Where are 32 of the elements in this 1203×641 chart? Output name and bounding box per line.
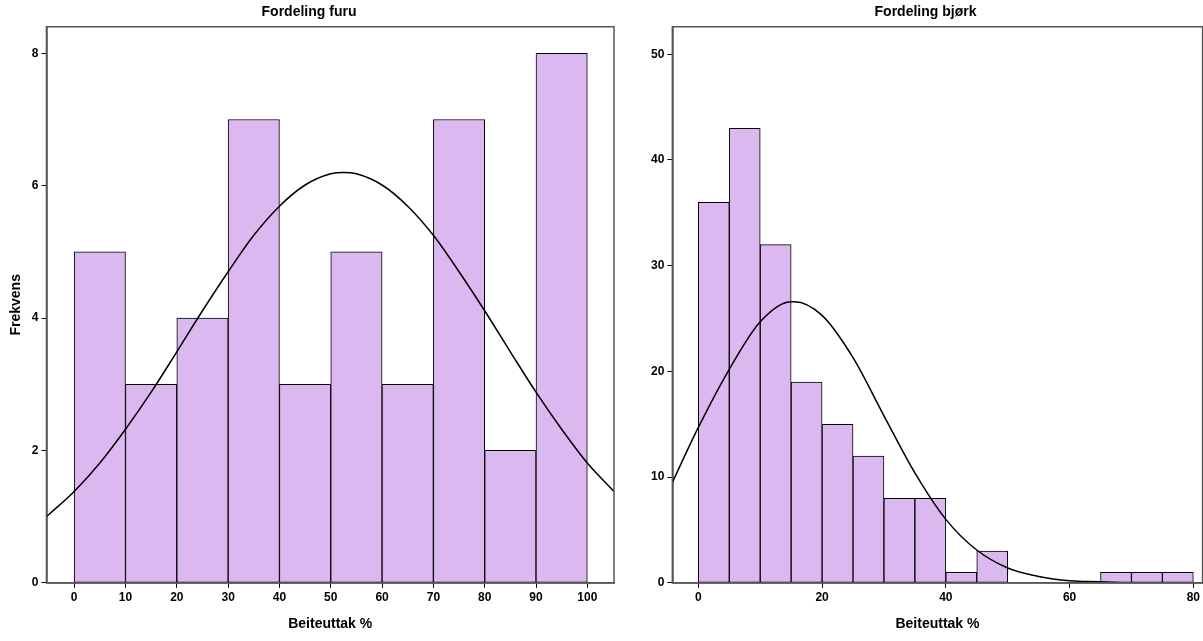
y-tick-label: 2 [31, 442, 39, 457]
x-tick-label: 20 [815, 590, 830, 605]
y-tick-label: 0 [657, 575, 665, 590]
x-tick-label: 60 [375, 590, 390, 605]
x-tick-label: 40 [939, 590, 953, 605]
x-tick-label: 20 [170, 590, 184, 605]
chart-title: Fordeling bjørk [874, 3, 977, 20]
x-tick-label: 50 [324, 590, 338, 605]
y-tick-label: 8 [31, 45, 39, 60]
x-tick-label: 70 [426, 590, 441, 605]
y-axis-title: Frekvens [7, 273, 24, 336]
x-tick-label: 40 [272, 590, 287, 605]
x-tick-label: 90 [529, 590, 543, 605]
y-tick-label: 20 [650, 363, 665, 378]
y-tick-label: 30 [650, 258, 665, 272]
y-tick-label: 0 [31, 575, 39, 590]
chart-title: Fordeling furu [261, 3, 357, 20]
x-tick-label: 100 [577, 590, 598, 605]
x-tick-label: 60 [1062, 590, 1077, 605]
x-tick-label: 30 [221, 590, 236, 605]
y-tick-label: 50 [650, 46, 665, 61]
y-tick-label: 6 [31, 177, 39, 192]
x-tick-label: 0 [70, 590, 78, 605]
x-tick-label: 80 [478, 590, 492, 605]
y-tick-label: 40 [650, 152, 665, 167]
x-axis-title: Beiteuttak % [288, 615, 373, 632]
x-tick-label: 10 [118, 590, 133, 605]
x-axis-title: Beiteuttak % [895, 615, 981, 632]
x-tick-label: 80 [1186, 590, 1201, 605]
y-tick-label: 4 [31, 310, 39, 325]
x-tick-label: 0 [694, 590, 702, 605]
y-tick-label: 10 [650, 469, 665, 484]
